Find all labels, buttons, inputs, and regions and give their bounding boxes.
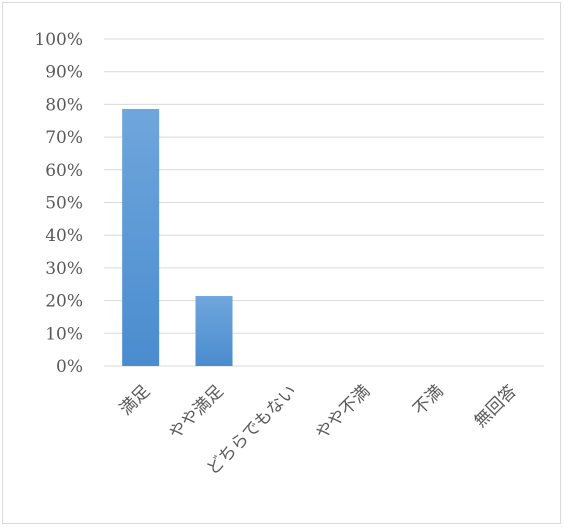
bar-chart: 0% 10% 20% 30% 40% 50% 60% 70% 80% 90% 100% 満足 やや満足… (34, 30, 544, 479)
y-tick-label: 90% (45, 63, 83, 83)
gridlines (104, 38, 544, 367)
y-tick-label: 30% (45, 259, 83, 279)
y-tick-label: 0% (56, 357, 83, 377)
bar (195, 296, 233, 366)
y-tick-label: 60% (45, 161, 83, 181)
y-tick-label: 20% (45, 292, 83, 312)
x-category-label: 満足 (116, 381, 154, 419)
bars (122, 108, 233, 366)
x-category-label: やや不満 (312, 381, 374, 443)
chart-area: 0% 10% 20% 30% 40% 50% 60% 70% 80% 90% 100% 満足 やや満足… (2, 2, 561, 524)
x-category-label: やや満足 (165, 381, 227, 443)
y-tick-label: 10% (45, 324, 83, 344)
x-category-label: 不満 (409, 381, 447, 419)
y-tick-label: 40% (45, 226, 83, 246)
y-axis-tick-labels: 0% 10% 20% 30% 40% 50% 60% 70% 80% 90% 100% (34, 30, 83, 377)
bar (122, 108, 160, 366)
y-tick-label: 100% (34, 30, 83, 50)
y-tick-label: 80% (45, 95, 83, 115)
x-category-label: 無回答 (471, 381, 521, 431)
y-tick-label: 50% (45, 194, 83, 214)
y-tick-label: 70% (45, 128, 83, 148)
